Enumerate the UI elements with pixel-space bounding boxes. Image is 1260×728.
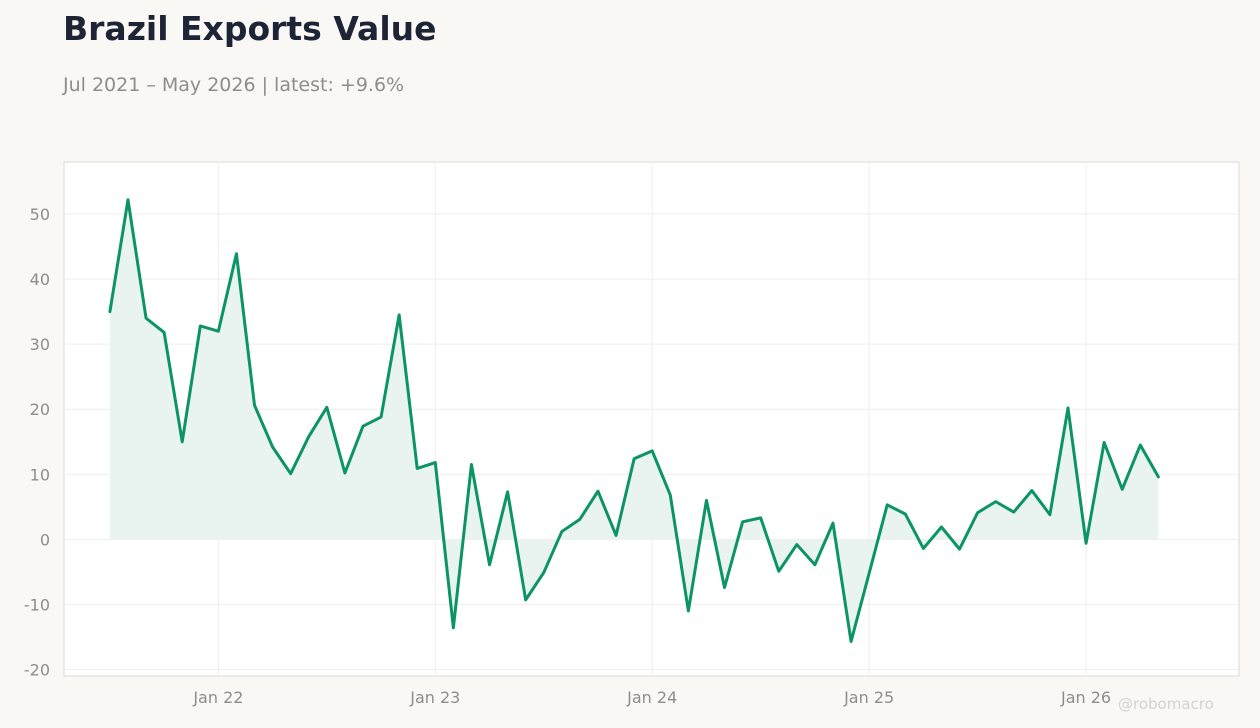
y-tick-label: 40 — [30, 270, 50, 289]
x-axis-ticks: Jan 22 Jan 23 Jan 24 Jan 25 Jan 26 — [192, 688, 1111, 707]
x-tick-label: Jan 26 — [1060, 688, 1111, 707]
x-tick-label: Jan 25 — [843, 688, 894, 707]
y-tick-label: 20 — [30, 400, 50, 419]
y-axis-ticks: -20 -10 0 10 20 30 40 50 — [24, 205, 50, 679]
x-tick-label: Jan 22 — [192, 688, 243, 707]
watermark: @robomacro — [1118, 695, 1214, 713]
y-tick-label: 50 — [30, 205, 50, 224]
series-line — [108, 198, 1160, 644]
y-tick-label: 30 — [30, 335, 50, 354]
x-tick-label: Jan 23 — [409, 688, 460, 707]
y-tick-label: -20 — [24, 660, 50, 679]
series-area-fill — [109, 199, 1159, 642]
y-tick-label: 10 — [30, 465, 50, 484]
chart-subtitle: Jul 2021 – May 2026 | latest: +9.6% — [63, 74, 405, 96]
x-tick-label: Jan 24 — [626, 688, 677, 707]
chart-title: Brazil Exports Value — [63, 9, 437, 48]
y-tick-label: -10 — [24, 595, 50, 614]
y-tick-label: 0 — [40, 530, 50, 549]
